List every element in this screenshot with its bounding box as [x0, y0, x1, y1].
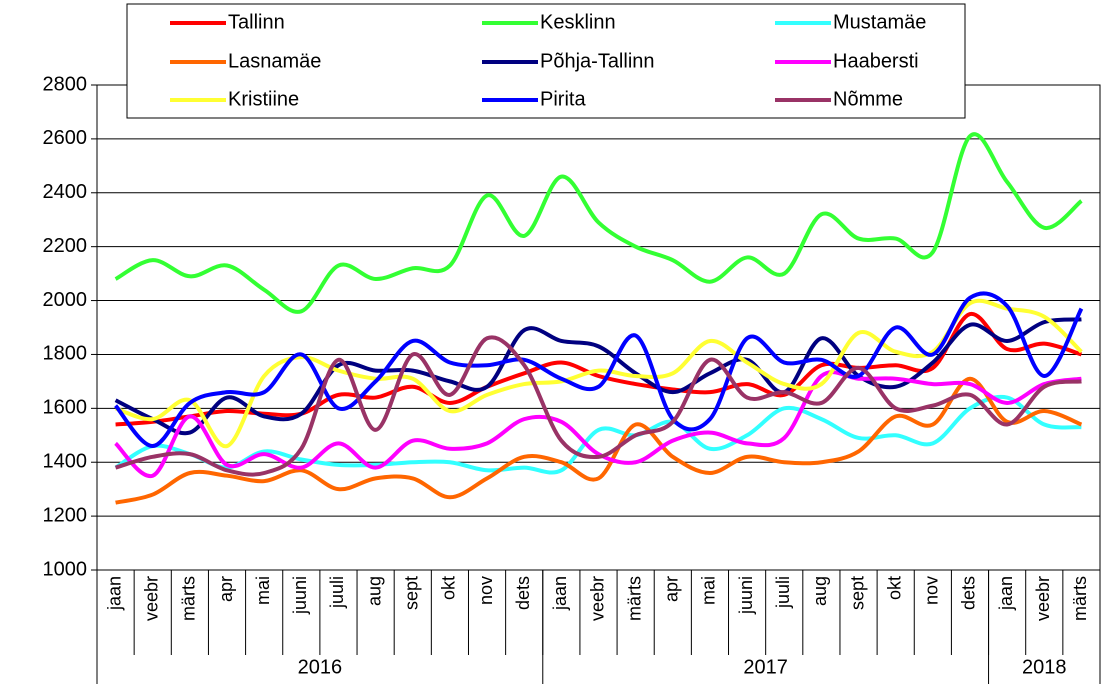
- x-tick-label: dets: [959, 576, 979, 610]
- series-line: [114, 317, 1082, 436]
- y-tick-label: 2000: [43, 289, 88, 311]
- x-tick-label: jaan: [996, 576, 1016, 611]
- y-tick-label: 1600: [43, 397, 88, 419]
- x-tick-label: apr: [216, 576, 236, 602]
- legend-label: Pirita: [540, 88, 586, 110]
- legend-label: Nõmme: [833, 88, 903, 110]
- series-line: [114, 394, 1082, 475]
- x-tick-label: märts: [1070, 576, 1090, 621]
- x-tick-label: märts: [624, 576, 644, 621]
- x-tick-label: juuli: [327, 576, 347, 609]
- series-line: [115, 376, 1083, 505]
- y-tick-label: 1800: [43, 343, 88, 365]
- x-tick-label: veebr: [587, 576, 607, 621]
- x-tick-label: sept: [402, 576, 422, 610]
- group-label: 2016: [298, 656, 343, 678]
- x-tick-label: veebr: [1033, 576, 1053, 621]
- x-tick-label: märts: [179, 576, 199, 621]
- legend-label: Kesklinn: [540, 11, 616, 33]
- x-tick-label: juuli: [773, 576, 793, 609]
- y-tick-label: 1200: [43, 504, 88, 526]
- x-tick-label: dets: [513, 576, 533, 610]
- x-tick-label: apr: [662, 576, 682, 602]
- series-line: [114, 132, 1083, 314]
- x-tick-label: okt: [884, 576, 904, 600]
- x-tick-label: veebr: [141, 576, 161, 621]
- x-tick-label: mai: [699, 576, 719, 605]
- x-tick-label: sept: [847, 576, 867, 610]
- y-tick-label: 1000: [43, 558, 88, 580]
- x-tick-label: aug: [364, 576, 384, 606]
- legend-label: Põhja-Tallinn: [540, 50, 655, 72]
- group-label: 2018: [1022, 656, 1067, 678]
- y-tick-label: 2400: [43, 181, 88, 203]
- y-tick-label: 2800: [43, 73, 88, 95]
- x-tick-label: okt: [439, 576, 459, 600]
- legend-label: Kristiine: [228, 88, 299, 110]
- x-tick-label: aug: [810, 576, 830, 606]
- series-line: [115, 335, 1082, 477]
- x-tick-label: juuni: [290, 576, 310, 615]
- legend-label: Haabersti: [833, 50, 919, 72]
- x-tick-label: jaan: [550, 576, 570, 611]
- legend-label: Tallinn: [228, 11, 285, 33]
- legend-label: Lasnamäe: [228, 50, 321, 72]
- series-line: [114, 298, 1083, 449]
- group-label: 2017: [743, 656, 788, 678]
- x-tick-label: juuni: [736, 576, 756, 615]
- x-tick-label: mai: [253, 576, 273, 605]
- x-tick-label: nov: [476, 576, 496, 605]
- y-tick-label: 2600: [43, 127, 88, 149]
- y-tick-label: 2200: [43, 235, 88, 257]
- x-tick-label: jaan: [104, 576, 124, 611]
- series-line: [114, 291, 1084, 449]
- y-tick-label: 1400: [43, 451, 88, 473]
- legend-label: Mustamäe: [833, 11, 926, 33]
- x-tick-label: nov: [922, 576, 942, 605]
- series-line: [114, 370, 1082, 478]
